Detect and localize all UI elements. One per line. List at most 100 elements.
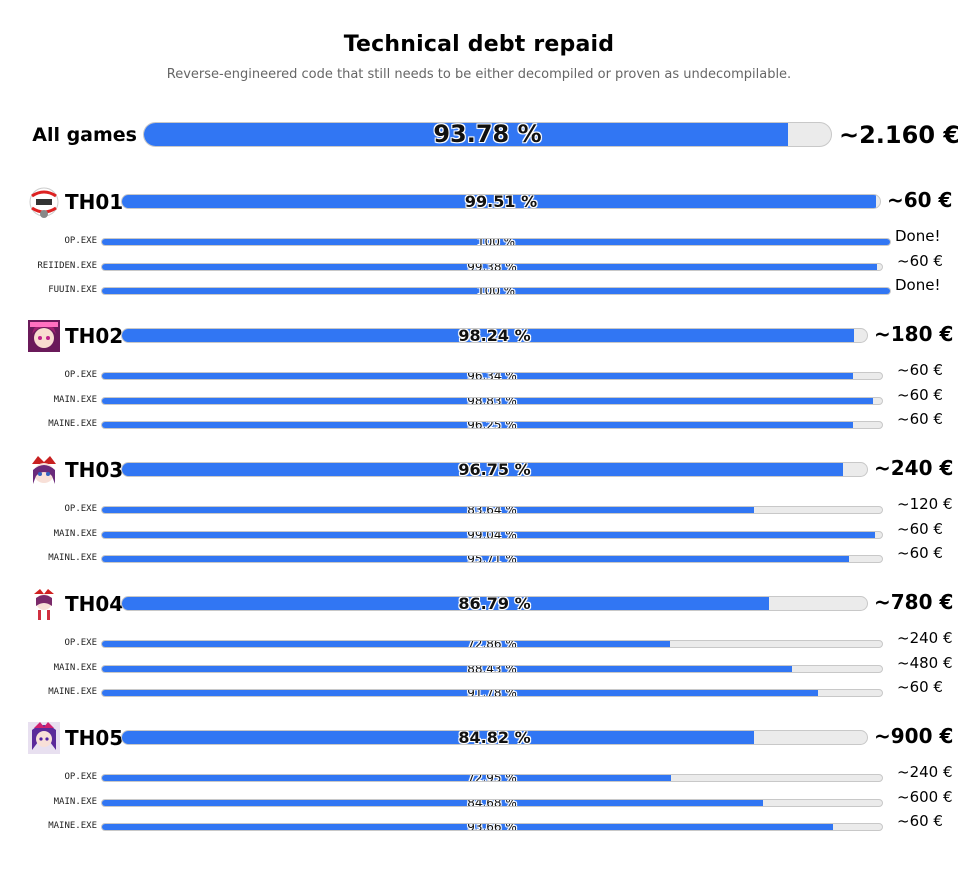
file-amount: ~60 € [897,812,943,831]
file-label: OP.EXE [64,638,97,648]
file-label: OP.EXE [64,370,97,380]
chart-title: Technical debt repaid [343,32,615,57]
total-percent-label: 93.78 % [433,122,542,147]
file-percent-label: 98.83 % [467,396,517,405]
file-bar-fill [102,775,671,781]
file-percent-label: 100 % [476,287,516,296]
file-bar-fill [102,690,818,697]
file-bar-track: 72.95 % [101,774,883,782]
file-label: OP.EXE [64,236,97,246]
file-amount: ~240 € [897,763,953,781]
file-bar-track: 91.78 % [101,689,883,698]
file-bar-fill [102,556,849,563]
game-amount: ~240 € [874,456,954,480]
file-bar-fill [102,641,671,647]
total-label: All games [32,124,137,146]
file-bar-fill [102,824,833,831]
file-label: MAIN.EXE [53,662,97,673]
game-bar-track: 99.51 % [121,194,881,209]
file-bar-track: 100 % [101,238,891,246]
th02-icon [28,320,60,352]
total-amount: ~2.160 € [839,121,958,149]
file-label: MAINL.EXE [48,553,97,564]
file-bar-track: 96.25 % [101,421,883,430]
game-amount: ~60 € [887,188,953,212]
file-label: MAIN.EXE [53,394,97,405]
file-bar-track: 84.68 % [101,798,883,807]
game-bar-track: 96.75 % [121,462,868,477]
file-amount: ~60 € [897,544,943,563]
file-bar-track: 95.71 % [101,555,883,564]
file-percent-label: 91.78 % [467,689,517,698]
game-amount: ~180 € [874,322,954,346]
file-amount: ~60 € [897,251,943,270]
file-bar-track: 99.04 % [101,530,883,539]
game-amount: ~780 € [874,590,954,614]
file-percent-label: 88.43 % [467,664,517,673]
file-amount: ~120 € [897,495,953,513]
file-amount: ~240 € [897,629,953,647]
file-bar-track: 93.66 % [101,823,883,832]
game-bar-fill [122,597,769,610]
file-amount: ~480 € [897,653,953,672]
game-label: TH04 [65,592,124,616]
file-bar-track: 98.83 % [101,396,883,405]
file-label: FUUIN.EXE [48,285,97,296]
file-amount: ~60 € [897,410,943,429]
file-amount: ~60 € [897,361,943,379]
file-bar-track: 83.64 % [101,506,883,514]
file-percent-label: 95.71 % [467,555,517,564]
game-bar-fill [122,463,843,476]
file-bar-track: 100 % [101,287,891,296]
file-label: MAINE.EXE [48,821,97,832]
game-label: TH03 [65,458,124,482]
file-percent-label: 72.95 % [467,774,517,782]
file-percent-label: 99.38 % [467,262,517,271]
th01-icon [28,186,60,218]
file-percent-label: 84.68 % [467,798,517,807]
file-amount: Done! [895,227,941,245]
game-label: TH05 [65,726,124,750]
game-bar-track: 84.82 % [121,730,868,745]
game-percent-label: 99.51 % [464,194,538,209]
th05-icon [28,722,60,754]
game-bar-fill [122,731,754,744]
file-percent-label: 99.04 % [467,530,517,539]
file-label: REIIDEN.EXE [37,260,97,271]
chart-subtitle: Reverse-engineered code that still needs… [166,67,792,82]
file-bar-fill [102,665,792,672]
file-amount: ~600 € [897,787,953,806]
game-label: TH02 [65,324,124,348]
file-bar-fill [102,263,878,270]
game-percent-label: 96.75 % [458,462,531,477]
file-bar-fill [102,507,755,513]
file-bar-track: 99.38 % [101,262,883,271]
file-bar-track: 72.86 % [101,640,883,648]
file-bar-fill [102,239,890,245]
game-bar-track: 86.79 % [121,596,868,611]
file-bar-fill [102,397,873,404]
file-amount: ~60 € [897,678,943,697]
game-bar-fill [122,195,877,208]
file-bar-fill [102,799,763,806]
th04-icon [28,588,60,620]
file-label: MAINE.EXE [48,687,97,698]
file-label: OP.EXE [64,772,97,782]
file-bar-fill [102,288,890,295]
file-label: MAIN.EXE [53,528,97,539]
file-bar-fill [102,373,854,379]
file-bar-fill [102,422,853,429]
game-amount: ~900 € [874,724,954,748]
game-percent-label: 86.79 % [458,596,531,611]
file-bar-track: 88.43 % [101,664,883,673]
game-bar-fill [122,329,854,342]
file-label: OP.EXE [64,504,97,514]
game-bar-track: 98.24 % [121,328,868,343]
file-bar-fill [102,531,875,538]
total-bar-fill [144,123,789,146]
file-percent-label: 96.34 % [467,372,517,380]
file-label: MAIN.EXE [53,796,97,807]
file-bar-track: 96.34 % [101,372,883,380]
game-label: TH01 [65,190,124,214]
file-percent-label: 100 % [476,238,516,246]
